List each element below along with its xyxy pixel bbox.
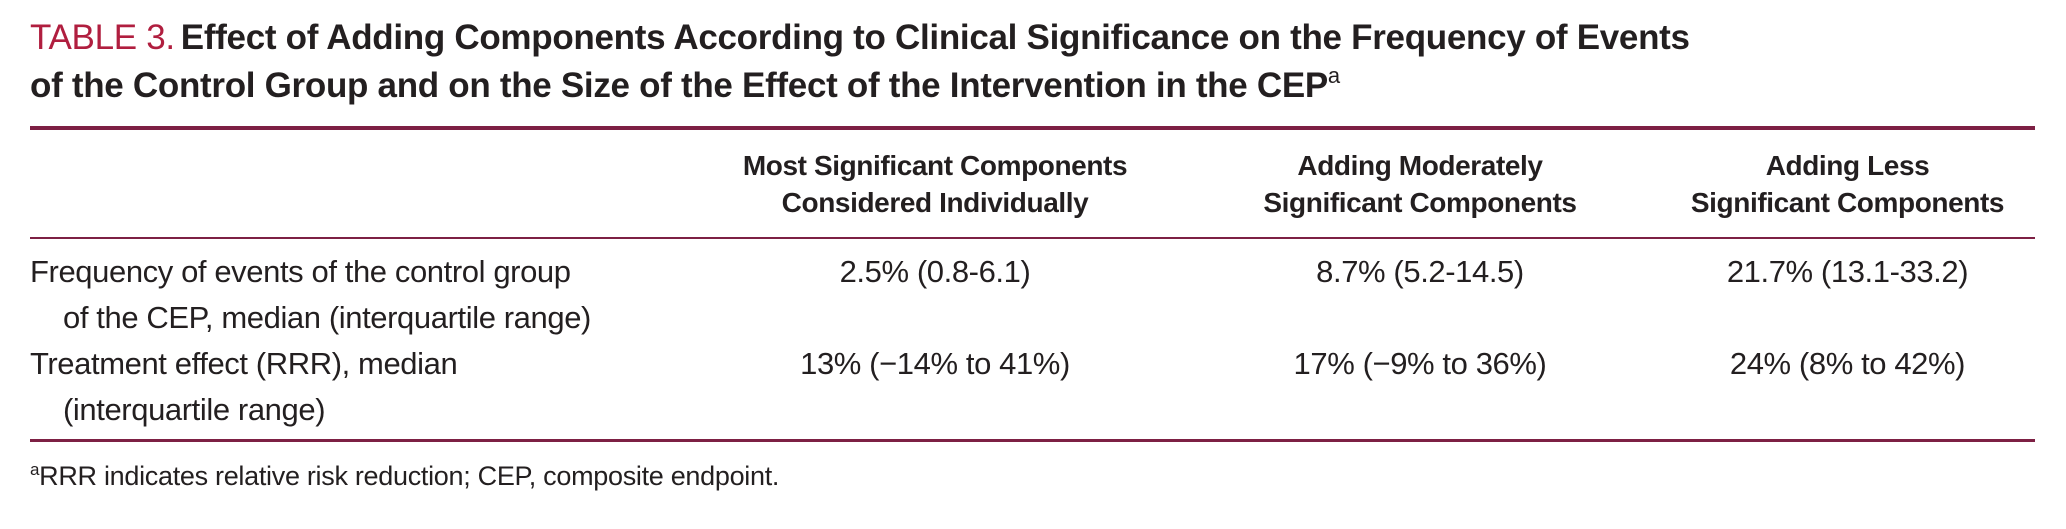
table-body: Frequency of events of the control group… — [30, 239, 2035, 439]
column-header-line: Adding Less — [1765, 149, 1930, 181]
table-cell: 13% (−14% to 41%) — [800, 346, 1070, 381]
column-header-line: Significant Components — [1263, 186, 1577, 218]
table-row: Frequency of events of the control group… — [30, 249, 2035, 341]
table-title-line1: Effect of Adding Components According to… — [180, 18, 1690, 57]
row-label-treatment-effect: Treatment effect (RRR), median (interqua… — [30, 341, 690, 433]
row-label-line: of the CEP, median (interquartile range) — [63, 300, 591, 335]
column-header-line: Most Significant Components — [742, 149, 1128, 181]
footnote-text: RRR indicates relative risk reduction; C… — [39, 461, 780, 491]
row-label-frequency-of-events: Frequency of events of the control group… — [30, 249, 690, 341]
table-cell: 21.7% (13.1-33.2) — [1726, 254, 1969, 289]
table-cell: 24% (8% to 42%) — [1729, 346, 1966, 381]
top-rule — [30, 126, 2035, 130]
table-caption: TABLE 3. Effect of Adding Components Acco… — [30, 14, 2035, 110]
table-row: Treatment effect (RRR), median (interqua… — [30, 341, 2035, 433]
row-label-line: (interquartile range) — [63, 392, 326, 427]
table-title-footnote-marker: a — [1327, 63, 1340, 88]
bottom-rule — [30, 439, 2035, 442]
column-header-line: Considered Individually — [781, 186, 1089, 218]
column-header-moderately-significant: Adding Moderately Significant Components — [1180, 147, 1660, 221]
table-footnote: aRRR indicates relative risk reduction; … — [30, 459, 2035, 493]
footnote-marker: a — [30, 460, 40, 479]
table-number-label: TABLE 3. — [30, 18, 175, 57]
column-header-line: Significant Components — [1690, 186, 2005, 218]
table-title-line2: of the Control Group and on the Size of … — [30, 66, 1328, 105]
row-label-line: Frequency of events of the control group — [30, 254, 571, 289]
column-header-less-significant: Adding Less Significant Components — [1660, 147, 2035, 221]
table-cell: 8.7% (5.2-14.5) — [1316, 254, 1524, 289]
column-header-line: Adding Moderately — [1297, 149, 1543, 181]
table-cell: 17% (−9% to 36%) — [1293, 346, 1547, 381]
column-header-most-significant: Most Significant Components Considered I… — [690, 147, 1180, 221]
column-header-row: Most Significant Components Considered I… — [30, 130, 2035, 237]
table-cell: 2.5% (0.8-6.1) — [839, 254, 1031, 289]
row-label-line: Treatment effect (RRR), median — [30, 346, 458, 381]
header-rule — [30, 237, 2035, 239]
